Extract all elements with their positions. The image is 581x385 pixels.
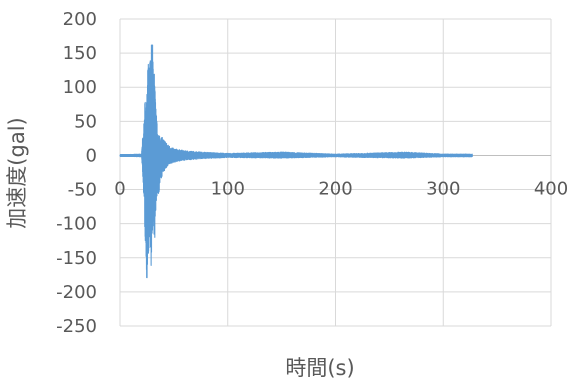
- x-tick-label: 200: [318, 178, 352, 199]
- gridlines: [119, 18, 552, 327]
- y-tick-label: -50: [68, 180, 97, 201]
- x-tick-label: 300: [426, 178, 460, 199]
- x-axis-title: 時間(s): [285, 356, 354, 380]
- y-tick-label: -250: [56, 316, 97, 337]
- y-tick-label: 0: [86, 145, 97, 166]
- y-tick-label: -200: [56, 282, 97, 303]
- y-tick-label: -150: [56, 248, 97, 269]
- series-acceleration: [119, 44, 473, 279]
- y-tick-label: -100: [56, 214, 97, 235]
- y-tick-label: 200: [63, 9, 97, 30]
- x-tick-label: 400: [534, 178, 568, 199]
- x-tick-label: 0: [114, 178, 125, 199]
- y-tick-label: 100: [63, 77, 97, 98]
- tick-labels: 200 150 100 50 0 -50 -100 -150 -200 -250 0 100 200 30…: [56, 9, 568, 337]
- y-tick-label: 50: [74, 111, 97, 132]
- y-axis-title: 加速度(gal): [5, 117, 29, 228]
- y-tick-label: 150: [63, 43, 97, 64]
- x-tick-label: 100: [211, 178, 245, 199]
